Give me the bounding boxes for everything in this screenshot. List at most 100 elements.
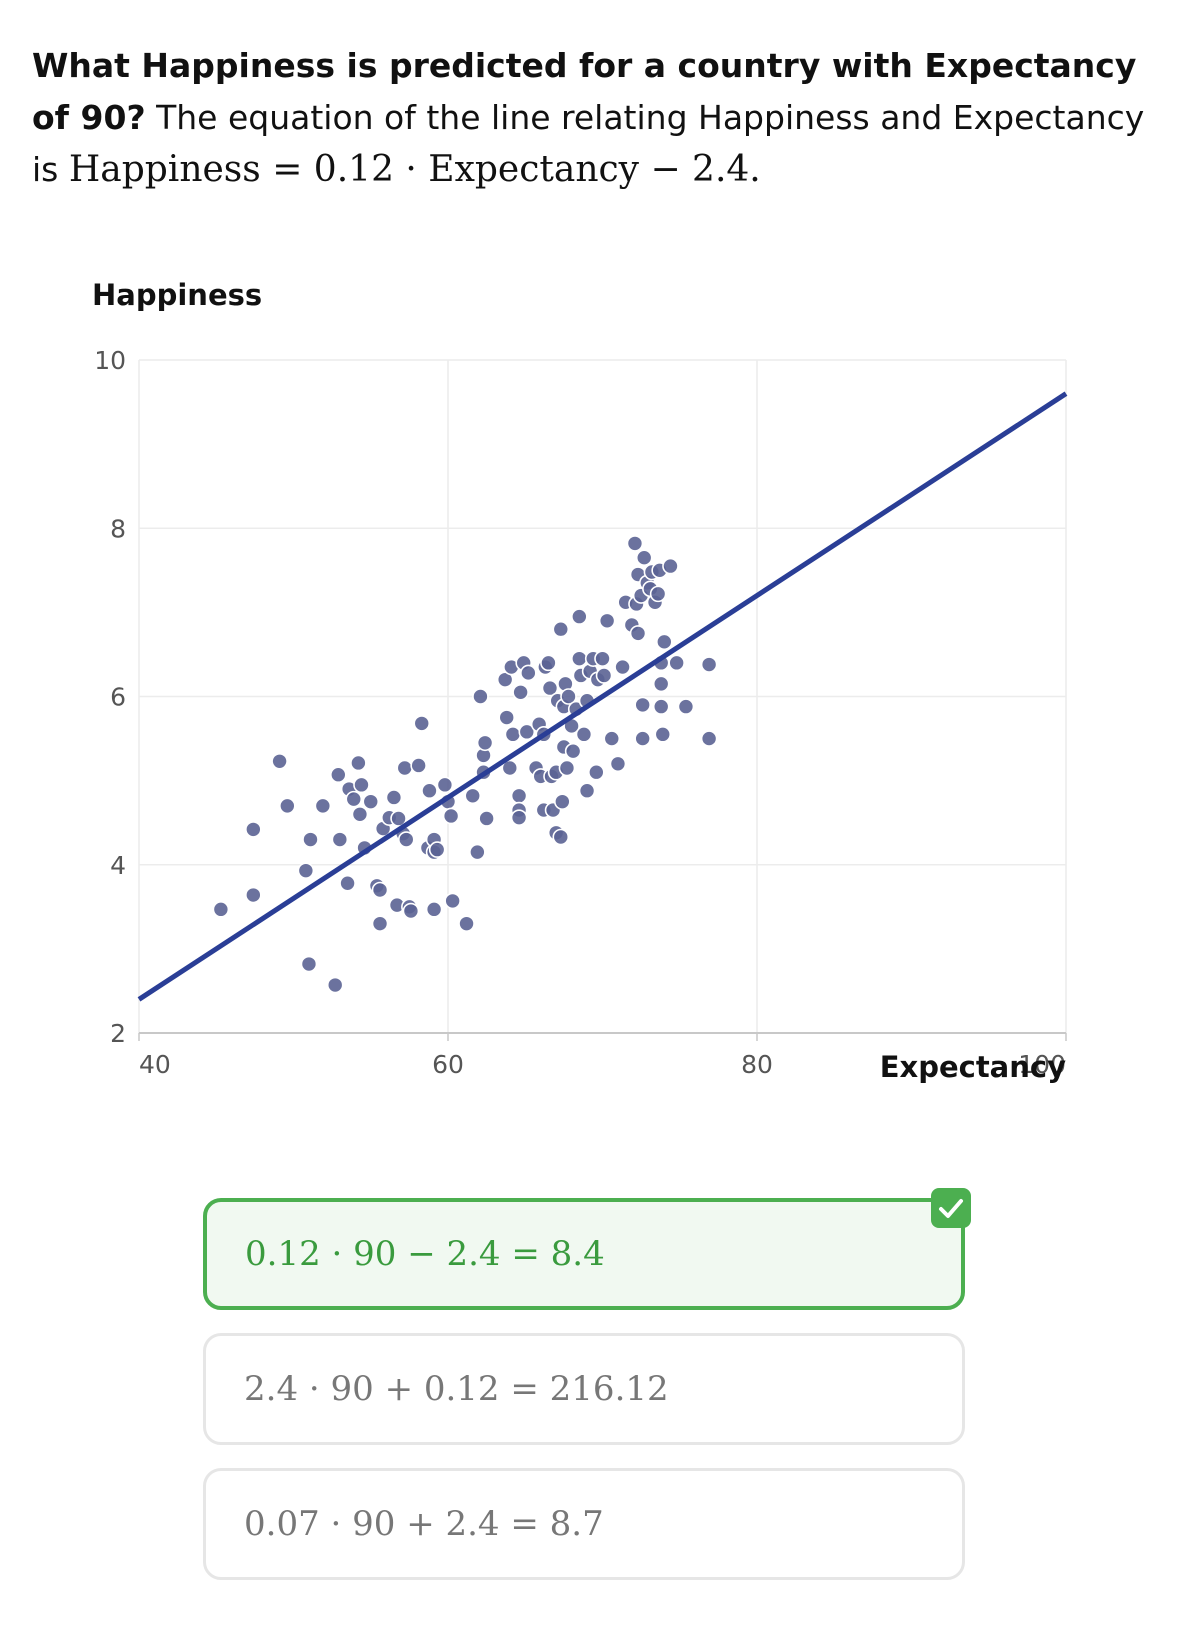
data-point xyxy=(442,807,460,825)
question-text: What Happiness is predicted for a countr… xyxy=(32,40,1152,196)
data-point xyxy=(350,754,367,772)
data-point xyxy=(464,787,482,805)
data-point xyxy=(588,763,605,781)
data-point xyxy=(396,759,414,777)
data-point xyxy=(578,782,596,800)
data-point xyxy=(558,759,576,777)
y-axis-title: Happiness xyxy=(92,278,262,312)
data-point xyxy=(331,831,349,848)
data-point xyxy=(371,915,389,932)
data-point xyxy=(212,901,230,918)
data-point xyxy=(428,841,446,858)
x-tick-label: 100 xyxy=(1018,1050,1066,1079)
data-point xyxy=(554,793,571,810)
regression-line xyxy=(137,391,1068,1002)
y-tick-label: 10 xyxy=(94,346,126,375)
data-point xyxy=(634,696,651,714)
data-point xyxy=(677,698,695,715)
chart-regression-line-group xyxy=(137,391,1068,1002)
data-point xyxy=(552,828,570,846)
check-icon xyxy=(931,1188,971,1228)
data-point xyxy=(330,766,347,784)
data-point xyxy=(476,734,494,752)
data-point xyxy=(279,797,296,815)
data-point xyxy=(598,612,616,630)
answer-choice-3-text: 0.07 · 90 + 2.4 = 8.7 xyxy=(244,1504,604,1544)
data-point xyxy=(700,730,718,747)
data-point xyxy=(458,915,475,932)
data-point xyxy=(564,742,582,760)
data-point xyxy=(472,688,489,705)
x-tick-label: 80 xyxy=(741,1050,773,1079)
data-point xyxy=(351,805,369,823)
data-point xyxy=(594,650,611,667)
answer-choice-2[interactable]: 2.4 · 90 + 0.12 = 216.12 xyxy=(203,1333,965,1445)
data-point xyxy=(571,608,588,625)
data-point xyxy=(626,535,644,552)
data-point xyxy=(413,715,431,732)
data-point xyxy=(668,654,685,672)
data-point xyxy=(510,809,528,826)
data-point xyxy=(614,658,631,676)
data-point xyxy=(649,585,667,603)
data-point xyxy=(595,667,613,684)
y-tick-label: 6 xyxy=(110,683,126,712)
data-point xyxy=(575,726,593,743)
data-point xyxy=(326,976,344,994)
question-bold-text: What Happiness is predicted for a countr… xyxy=(32,46,1137,137)
data-point xyxy=(245,886,262,904)
question-body-text: The equation of the line relating Happin… xyxy=(32,98,1145,189)
x-tick-label: 60 xyxy=(432,1050,464,1079)
data-point xyxy=(245,821,262,838)
data-point xyxy=(297,862,315,879)
data-point xyxy=(629,625,647,642)
data-point xyxy=(314,797,332,815)
data-point xyxy=(501,759,519,777)
chart-labels: Happiness Expectancy xyxy=(92,278,1066,1084)
data-point xyxy=(478,810,495,827)
y-tick-label: 4 xyxy=(110,851,126,880)
data-point xyxy=(397,831,415,848)
data-point xyxy=(654,726,672,743)
data-point xyxy=(541,679,559,697)
data-point xyxy=(302,831,319,848)
scatter-chart: 2 4 6 8 10 40 60 80 100 Happiness Expectancy xyxy=(92,278,1068,1084)
data-point xyxy=(444,892,461,910)
data-point xyxy=(609,755,627,773)
data-point xyxy=(603,730,621,747)
data-point xyxy=(652,675,670,693)
chart-axes: 2 4 6 8 10 40 60 80 100 xyxy=(94,346,1067,1079)
data-point xyxy=(271,752,288,770)
data-point xyxy=(402,902,420,920)
data-point xyxy=(520,664,537,682)
data-point xyxy=(425,901,443,918)
data-point xyxy=(571,650,588,667)
x-tick-label: 40 xyxy=(139,1050,171,1079)
x-axis-title: Expectancy xyxy=(880,1050,1066,1084)
y-tick-label: 8 xyxy=(110,514,126,543)
data-point xyxy=(652,698,670,715)
data-point xyxy=(410,757,427,774)
data-point xyxy=(421,782,438,800)
data-point xyxy=(700,656,718,673)
data-point xyxy=(662,557,679,575)
data-point xyxy=(510,787,528,805)
data-point xyxy=(371,881,389,899)
data-point xyxy=(339,874,356,892)
data-point xyxy=(385,789,403,806)
data-point xyxy=(362,793,380,810)
answer-choice-1-text: 0.12 · 90 − 2.4 = 8.4 xyxy=(245,1234,605,1274)
answer-choice-3[interactable]: 0.07 · 90 + 2.4 = 8.7 xyxy=(203,1468,965,1580)
data-point xyxy=(635,549,653,566)
data-point xyxy=(436,776,454,794)
data-point xyxy=(498,709,516,726)
data-point xyxy=(504,726,522,743)
data-point xyxy=(560,688,577,705)
chart-points xyxy=(212,535,718,994)
data-point xyxy=(345,790,363,808)
data-point xyxy=(469,843,486,861)
data-point xyxy=(540,654,557,672)
answer-choice-1[interactable]: 0.12 · 90 − 2.4 = 8.4 xyxy=(203,1188,971,1310)
y-tick-label: 2 xyxy=(110,1019,126,1048)
answer-choice-2-text: 2.4 · 90 + 0.12 = 216.12 xyxy=(244,1369,669,1409)
